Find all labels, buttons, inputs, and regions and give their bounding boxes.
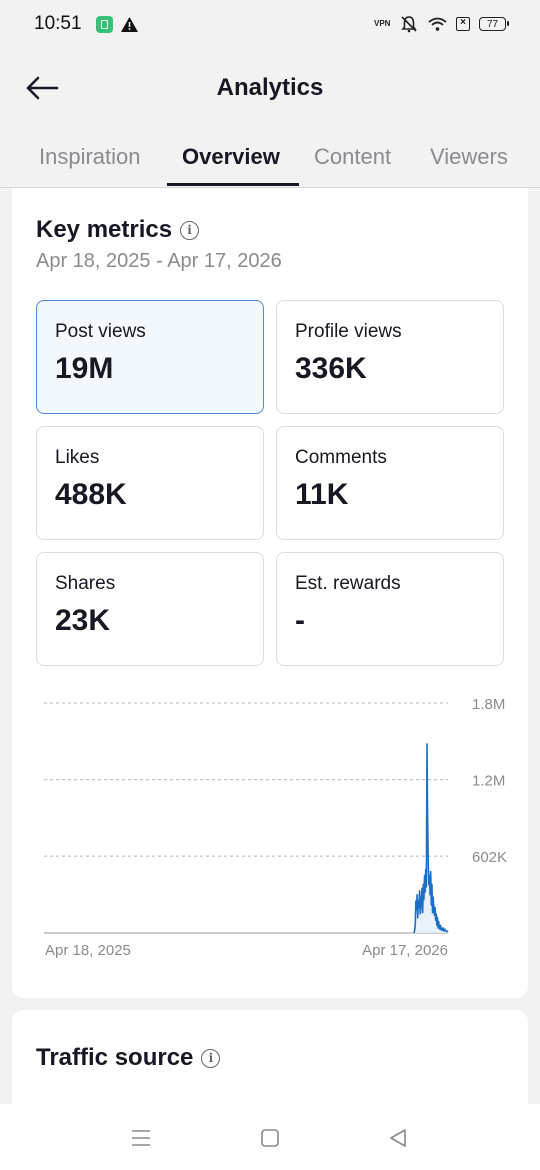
metric-est-rewards[interactable]: Est. rewards - xyxy=(276,552,504,666)
y-tick-label: 602K xyxy=(472,849,507,866)
tab-overview[interactable]: Overview xyxy=(182,144,280,169)
metric-label: Est. rewards xyxy=(295,573,401,594)
metric-comments[interactable]: Comments 11K xyxy=(276,426,504,540)
page-title: Analytics xyxy=(216,74,324,101)
traffic-source-card: Traffic source i xyxy=(12,1010,528,1110)
system-nav-bar xyxy=(0,1104,540,1170)
date-range: Apr 18, 2025 - Apr 17, 2026 xyxy=(36,250,282,272)
info-icon[interactable]: i xyxy=(180,220,200,240)
metric-label: Profile views xyxy=(295,321,402,342)
sim-off-icon: × xyxy=(456,17,470,31)
tab-viewers[interactable]: Viewers xyxy=(430,144,508,169)
metric-label: Likes xyxy=(55,447,100,468)
tab-content[interactable]: Content xyxy=(314,144,392,169)
y-tick-label: 1.8M xyxy=(472,696,505,713)
y-tick-label: 1.2M xyxy=(472,773,505,790)
menu-button[interactable] xyxy=(129,1126,153,1150)
mute-bell-icon xyxy=(401,16,417,33)
key-metrics-title: Key metrics xyxy=(36,216,173,243)
battery-icon: 77 xyxy=(479,17,509,31)
metric-post-views[interactable]: Post views 19M xyxy=(36,300,264,414)
tab-inspiration[interactable]: Inspiration xyxy=(39,144,141,169)
metric-label: Post views xyxy=(55,321,146,342)
metric-label: Shares xyxy=(55,573,116,594)
metric-value: 23K xyxy=(55,604,111,637)
metric-profile-views[interactable]: Profile views 336K xyxy=(276,300,504,414)
tab-bar: Inspiration Overview Content Viewers xyxy=(0,132,540,188)
metric-value: 488K xyxy=(55,478,127,511)
home-square-icon xyxy=(261,1129,279,1147)
back-button[interactable] xyxy=(24,70,60,106)
back-triangle-icon xyxy=(390,1129,406,1147)
app-notification-icon xyxy=(95,15,113,33)
tab-active-indicator xyxy=(167,183,299,186)
metric-value: 19M xyxy=(55,352,114,385)
menu-icon xyxy=(132,1130,150,1146)
info-icon[interactable]: i xyxy=(201,1048,221,1068)
status-time: 10:51 xyxy=(34,13,82,34)
post-views-chart[interactable]: 1.8M 1.2M 602K Apr 18, 2025 Apr 17, 2026 xyxy=(32,688,512,978)
metric-label: Comments xyxy=(295,447,387,468)
metric-value: 336K xyxy=(295,352,367,385)
traffic-source-title: Traffic source xyxy=(36,1044,194,1071)
metric-shares[interactable]: Shares 23K xyxy=(36,552,264,666)
warning-icon xyxy=(120,16,138,32)
x-tick-label: Apr 18, 2025 xyxy=(45,942,131,959)
chart-series-line xyxy=(413,743,449,934)
key-metrics-card: Key metrics i Apr 18, 2025 - Apr 17, 202… xyxy=(12,188,528,998)
wifi-icon xyxy=(428,17,447,31)
home-button[interactable] xyxy=(258,1126,282,1150)
metric-value: - xyxy=(295,604,305,637)
metric-value: 11K xyxy=(295,478,349,511)
back-arrow-icon xyxy=(26,76,59,100)
back-nav-button[interactable] xyxy=(386,1126,410,1150)
app-header: Analytics xyxy=(0,56,540,122)
metric-likes[interactable]: Likes 488K xyxy=(36,426,264,540)
chart-svg: 1.8M 1.2M 602K Apr 18, 2025 Apr 17, 2026 xyxy=(44,696,507,959)
status-bar: 10:51 VPN × 77 xyxy=(0,0,540,48)
vpn-icon: VPN xyxy=(374,19,391,28)
x-tick-label: Apr 17, 2026 xyxy=(362,942,448,959)
